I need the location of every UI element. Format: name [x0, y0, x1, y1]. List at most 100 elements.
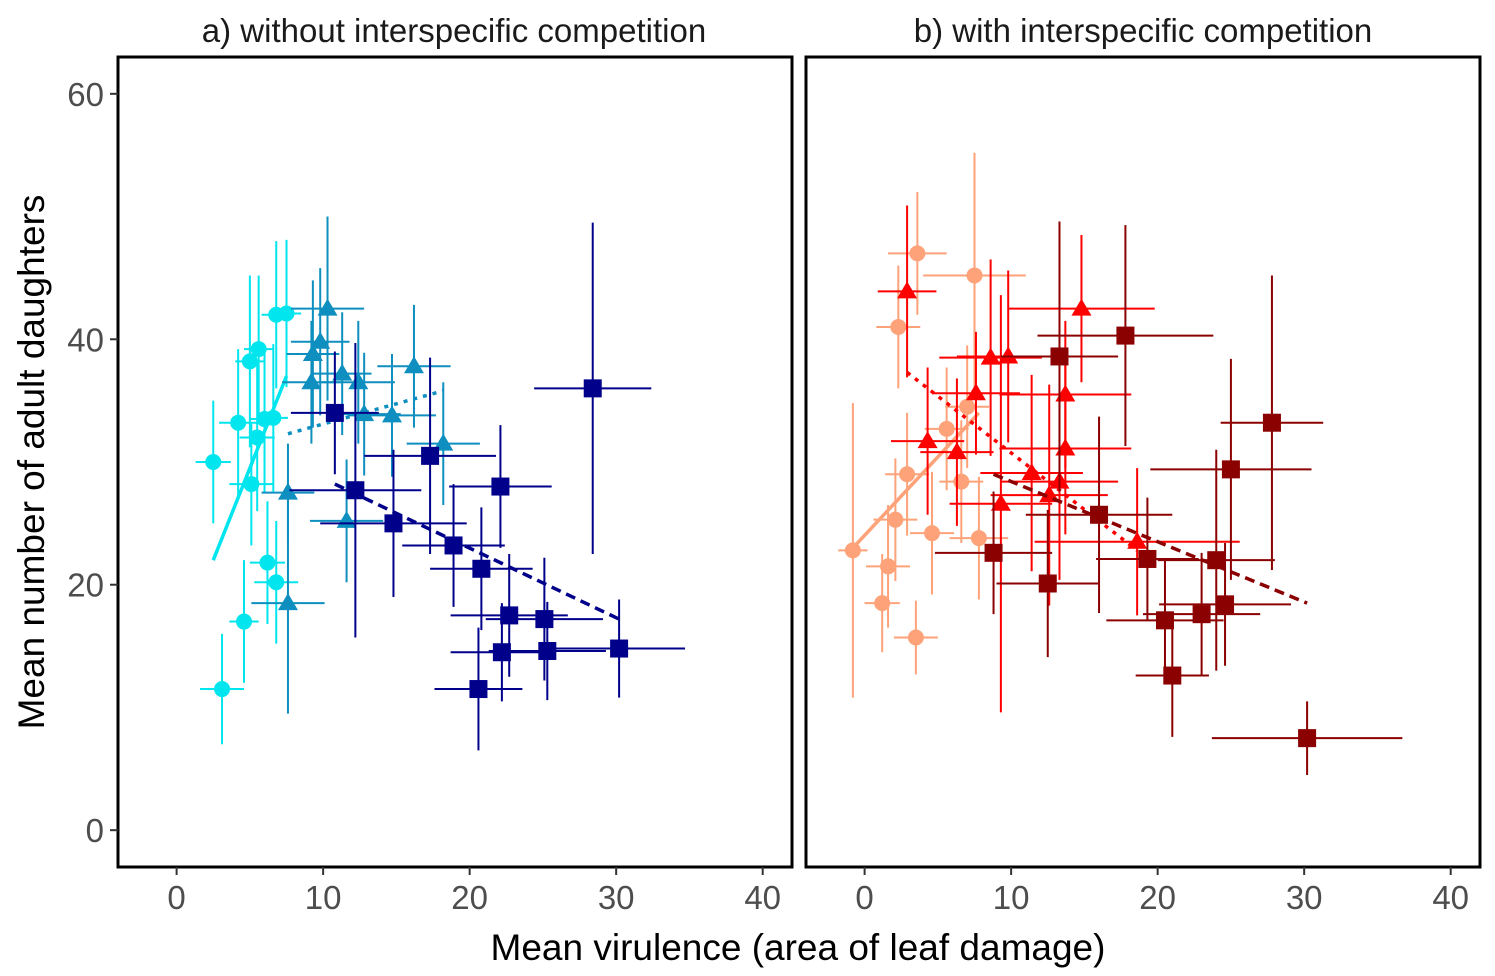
x-axis-title: Mean virulence (area of leaf damage) — [491, 927, 1106, 968]
data-point-circle — [236, 613, 253, 630]
data-point-circle — [966, 267, 983, 284]
data-point-square — [1207, 551, 1226, 570]
data-point-circle — [259, 554, 276, 571]
data-point-circle — [938, 420, 955, 437]
x-tick-label: 10 — [305, 879, 342, 916]
data-point-square — [1221, 460, 1240, 479]
data-point-triangle — [403, 356, 424, 374]
data-point-square — [1038, 574, 1057, 593]
data-point-square — [535, 610, 554, 629]
data-point-triangle — [917, 431, 938, 449]
data-point-triangle — [897, 281, 918, 299]
data-point-triangle — [1071, 298, 1092, 316]
data-point-circle — [265, 409, 282, 426]
data-point-triangle — [1055, 438, 1076, 456]
data-point-square — [538, 642, 557, 660]
data-point-circle — [268, 574, 285, 591]
panel-a: a) without interspecific competition 0 10… — [116, 12, 794, 916]
data-point-circle — [970, 530, 987, 547]
panel-a-plot-area — [195, 216, 686, 751]
data-point-square — [1090, 505, 1109, 524]
data-point-circle — [909, 245, 926, 262]
data-point-circle — [880, 558, 897, 575]
panel-b-frame — [804, 55, 1482, 869]
data-point-square — [500, 606, 519, 625]
data-point-square — [1298, 729, 1317, 748]
data-point-circle — [907, 629, 924, 646]
data-point-square — [421, 446, 440, 465]
x-tick-label: 0 — [167, 879, 185, 916]
data-point-triangle — [998, 346, 1019, 364]
y-tick-label: 20 — [67, 567, 104, 604]
data-point-circle — [250, 341, 267, 358]
data-point-square — [444, 536, 463, 555]
data-point-triangle — [381, 405, 402, 423]
panel-b-ticks: 0 10 20 30 40 — [855, 867, 1469, 916]
panel-b-title: b) with interspecific competition — [914, 12, 1373, 49]
data-point-circle — [899, 466, 916, 483]
data-point-square — [1116, 326, 1135, 345]
data-point-circle — [249, 429, 266, 446]
data-point-square — [384, 514, 403, 533]
x-tick-label: 30 — [1286, 879, 1323, 916]
data-point-triangle — [277, 593, 298, 611]
data-point-square — [1155, 611, 1174, 630]
data-point-triangle — [348, 372, 369, 390]
x-tick-label: 20 — [1139, 879, 1176, 916]
data-point-triangle — [310, 331, 331, 349]
data-point-square — [610, 639, 629, 658]
y-tick-label: 40 — [67, 321, 104, 358]
data-point-square — [1262, 413, 1281, 432]
panel-b-plot-area — [838, 152, 1403, 775]
data-point-circle — [887, 511, 904, 528]
data-point-circle — [874, 595, 891, 612]
data-point-square — [346, 481, 365, 500]
data-point-square — [984, 543, 1003, 562]
data-point-triangle — [317, 298, 338, 316]
data-point-triangle — [332, 363, 353, 381]
x-tick-label: 30 — [598, 879, 635, 916]
data-point-circle — [230, 414, 247, 431]
data-point-triangle — [336, 510, 357, 528]
data-point-triangle — [946, 442, 967, 460]
y-tick-label: 60 — [67, 76, 104, 113]
x-tick-label: 20 — [451, 879, 488, 916]
data-point-triangle — [433, 433, 454, 451]
data-point-triangle — [1055, 384, 1076, 402]
fit-line — [211, 375, 289, 561]
x-tick-label: 0 — [855, 879, 873, 916]
data-point-square — [583, 379, 602, 398]
data-point-circle — [953, 473, 970, 490]
x-tick-label: 40 — [744, 879, 781, 916]
data-point-square — [1138, 549, 1157, 568]
data-point-triangle — [980, 347, 1001, 365]
panel-a-ticks: 0 10 20 30 40 — [167, 867, 781, 916]
y-axis-title: Mean number of adult daughters — [11, 195, 52, 730]
data-point-triangle — [302, 344, 323, 361]
x-tick-label: 40 — [1432, 879, 1469, 916]
data-point-triangle — [1021, 463, 1042, 481]
data-point-triangle — [277, 482, 298, 500]
data-point-square — [1163, 666, 1182, 685]
data-point-triangle — [990, 493, 1011, 511]
data-point-triangle — [301, 372, 322, 390]
data-point-square — [325, 403, 344, 422]
data-point-square — [1216, 595, 1235, 614]
data-point-circle — [241, 353, 258, 370]
data-point-square — [472, 559, 491, 578]
data-point-circle — [278, 305, 295, 322]
y-tick-label: 0 — [86, 812, 104, 849]
data-point-square — [1192, 605, 1211, 624]
data-point-triangle — [1127, 531, 1148, 549]
fit-line — [334, 482, 620, 621]
x-tick-label: 10 — [993, 879, 1030, 916]
panel-a-title: a) without interspecific competition — [202, 12, 706, 49]
data-point-square — [469, 680, 488, 699]
data-point-circle — [959, 398, 976, 415]
data-point-square — [491, 477, 510, 496]
fit-line — [992, 472, 1308, 605]
data-point-circle — [205, 454, 222, 470]
data-point-square — [1050, 347, 1069, 366]
data-point-circle — [924, 525, 941, 542]
